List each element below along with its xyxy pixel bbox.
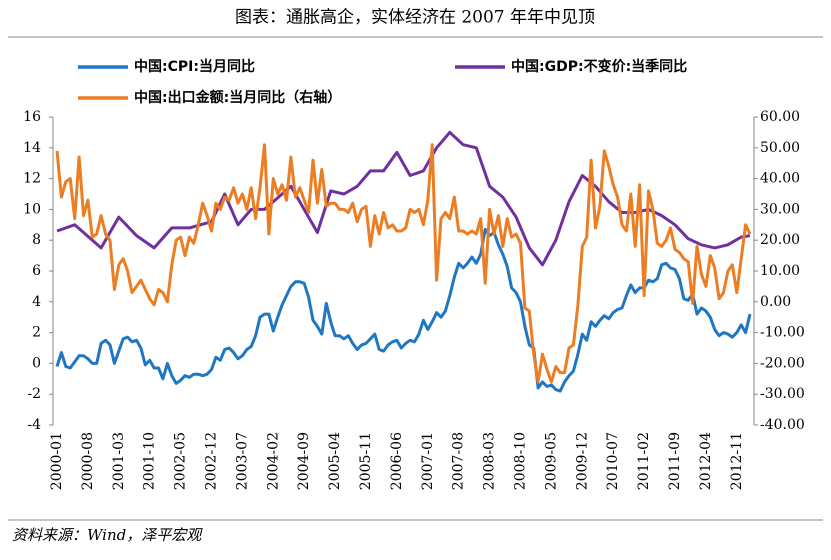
- x-tick-label: 2005-04: [327, 432, 343, 490]
- x-tick-label: 2012-04: [698, 432, 714, 490]
- y-tick-label: -4: [27, 417, 41, 433]
- x-tick-label: 2008-03: [482, 432, 498, 490]
- x-tick-label: 2007-01: [420, 432, 436, 490]
- y2-tick-label: 0.00: [760, 294, 791, 310]
- series-line: [55, 143, 752, 384]
- y2-tick-label: -30.00: [760, 386, 805, 402]
- chart-title: 图表：通胀高企，实体经济在 2007 年年中见顶: [235, 8, 595, 28]
- y-tick-label: 2: [32, 325, 41, 341]
- series-line: [55, 227, 752, 393]
- y-tick-label: 16: [23, 109, 41, 125]
- y-tick-label: 12: [23, 171, 41, 187]
- y2-tick-label: -10.00: [760, 325, 805, 341]
- y2-tick-label: 40.00: [760, 171, 800, 187]
- y2-tick-label: -20.00: [760, 355, 805, 371]
- x-tick-label: 2009-05: [543, 432, 559, 490]
- x-tick-label: 2005-11: [358, 432, 374, 490]
- x-tick-label: 2009-12: [574, 432, 590, 490]
- y2-tick-label: 10.00: [760, 263, 800, 279]
- legend-label: 中国:GDP:不变价:当季同比: [511, 58, 687, 75]
- x-tick-label: 2004-02: [265, 432, 281, 490]
- x-tick-label: 2011-09: [667, 432, 683, 490]
- y2-tick-label: -40.00: [760, 417, 805, 433]
- y-tick-label: 6: [32, 263, 41, 279]
- x-tick-label: 2010-07: [605, 432, 621, 490]
- x-tick-label: 2007-08: [451, 432, 467, 490]
- y-tick-label: 8: [32, 232, 41, 248]
- x-tick-label: 2000-08: [80, 432, 96, 490]
- y-tick-label: 10: [23, 201, 41, 217]
- x-tick-label: 2000-01: [49, 432, 65, 490]
- legend-label: 中国:CPI:当月同比: [134, 58, 255, 75]
- x-tick-label: 2008-10: [512, 432, 528, 490]
- x-tick-label: 2011-02: [636, 432, 652, 490]
- y2-tick-label: 30.00: [760, 201, 800, 217]
- x-tick-label: 2002-05: [173, 432, 189, 490]
- x-tick-label: 2002-12: [203, 432, 219, 490]
- y-tick-label: -2: [27, 386, 41, 402]
- y2-tick-label: 20.00: [760, 232, 800, 248]
- legend-label: 中国:出口金额:当月同比（右轴）: [134, 89, 341, 106]
- x-tick-label: 2003-07: [234, 432, 250, 490]
- y2-tick-label: 60.00: [760, 109, 800, 125]
- x-tick-label: 2001-10: [142, 432, 158, 490]
- y-tick-label: 4: [32, 294, 41, 310]
- source-note: 资料来源：Wind，泽平宏观: [12, 526, 203, 544]
- x-tick-label: 2001-03: [111, 432, 127, 490]
- y-tick-label: 0: [32, 355, 41, 371]
- y2-tick-label: 50.00: [760, 140, 800, 156]
- x-tick-label: 2006-06: [389, 432, 405, 490]
- y-tick-label: 14: [23, 140, 41, 156]
- x-tick-label: 2004-09: [296, 432, 312, 490]
- x-tick-label: 2012-11: [729, 432, 745, 490]
